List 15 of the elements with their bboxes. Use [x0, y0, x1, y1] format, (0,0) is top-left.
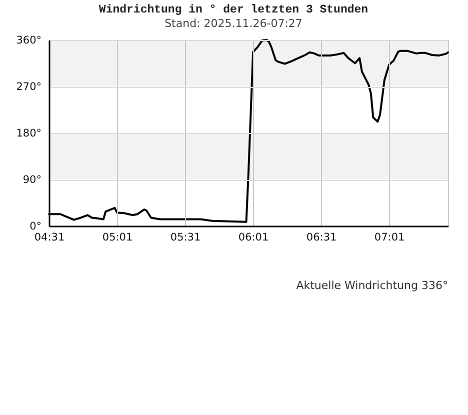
x-tick-label: 05:01 — [102, 232, 133, 244]
chart-subtitle: Stand: 2025.11.26-07:27 — [164, 17, 302, 30]
line-series — [48, 39, 449, 223]
y-tick-label: 360° — [16, 34, 42, 46]
x-tick-label: 06:01 — [238, 232, 269, 244]
x-tick-label: 04:31 — [34, 232, 65, 244]
x-tick-label: 06:31 — [306, 232, 337, 244]
chart-title: Windrichtung in ° der letzten 3 Stunden — [98, 4, 368, 16]
text: Aktuelle Windrichtung 336° — [296, 279, 448, 292]
y-tick-label: 270° — [16, 81, 42, 93]
y-tick-label: 180° — [16, 128, 42, 140]
x-tick-label: 05:31 — [170, 232, 201, 244]
x-tick-label: 07:01 — [374, 232, 405, 244]
y-tick-label: 0° — [30, 220, 42, 232]
y-tick-label: 90° — [22, 174, 42, 186]
